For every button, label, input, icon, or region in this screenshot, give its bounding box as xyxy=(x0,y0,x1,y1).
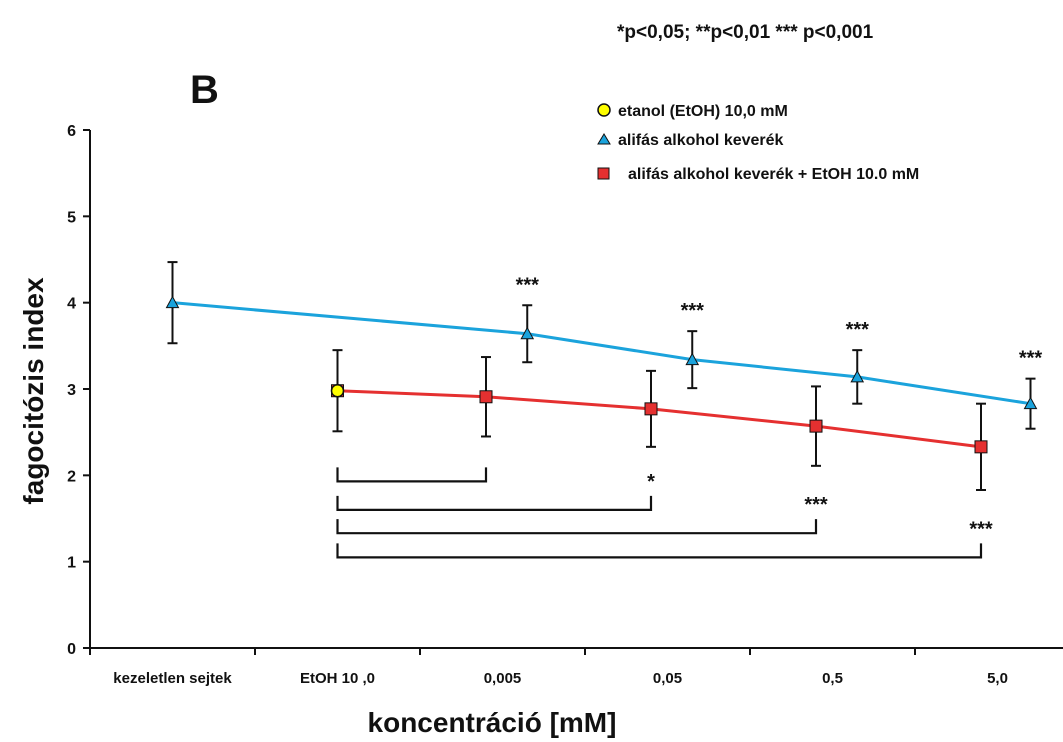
y-tick-label: 2 xyxy=(67,468,76,485)
bracket-significance: *** xyxy=(804,494,828,516)
comparison-brackets: ******* xyxy=(336,467,993,559)
x-tick-label: 5,0 xyxy=(987,670,1008,687)
bracket-significance: * xyxy=(647,471,655,493)
legend-label-aliphatic: alifás alkohol keverék xyxy=(618,132,784,149)
data-point-square xyxy=(809,419,823,433)
axes: 0 1 2 3 4 5 6 kezeletlen sejtek EtOH 10 ,0 0,005 0… xyxy=(67,123,1063,687)
legend-square-marker xyxy=(597,167,610,180)
bracket-significance: *** xyxy=(969,518,993,540)
point-significance: *** xyxy=(516,274,540,296)
legend-label-aliphatic-etoh: alifás alkohol keverék + EtOH 10.0 mM xyxy=(628,166,919,183)
series-line-aliphatic xyxy=(172,301,1031,406)
comparison-bracket xyxy=(336,519,818,535)
data-point-triangle xyxy=(165,295,180,309)
data-point-circle xyxy=(330,383,345,398)
x-tick-label: 0,5 xyxy=(822,670,843,687)
y-tick-label: 6 xyxy=(67,123,76,140)
comparison-bracket xyxy=(336,495,653,511)
y-tick-label: 5 xyxy=(67,209,76,226)
data-point-triangle xyxy=(520,326,535,340)
comparison-bracket xyxy=(336,467,488,483)
series-line-aliphatic-etoh xyxy=(337,389,982,449)
data-point-triangle xyxy=(1023,396,1038,410)
data-point-triangle xyxy=(850,369,865,383)
data-point-square xyxy=(974,440,988,454)
data-point-square xyxy=(644,402,658,416)
comparison-bracket xyxy=(336,543,983,559)
x-tick-label: EtOH 10 ,0 xyxy=(300,670,375,687)
y-tick-label: 1 xyxy=(67,555,76,572)
x-tick-label: 0,05 xyxy=(653,670,682,687)
legend-circle-marker xyxy=(597,103,611,117)
point-significance: *** xyxy=(846,319,870,341)
legend-label-ethanol: etanol (EtOH) 10,0 mM xyxy=(618,103,788,120)
panel-letter: B xyxy=(190,68,219,112)
point-significance: *** xyxy=(681,300,705,322)
legend: etanol (EtOH) 10,0 mM alifás alkohol kev… xyxy=(597,103,919,183)
x-tick-label: kezeletlen sejtek xyxy=(113,670,232,687)
legend-triangle-marker xyxy=(597,133,611,145)
x-axis-title: koncentráció [mM] xyxy=(368,707,617,738)
data-point-triangle xyxy=(685,352,700,366)
y-tick-label: 4 xyxy=(67,296,76,313)
point-significance: *** xyxy=(1019,348,1043,370)
series-layer: *** *** *** *** xyxy=(165,261,1043,492)
y-axis-title: fagocitózis index xyxy=(18,277,49,505)
x-tick-label: 0,005 xyxy=(484,670,522,687)
pvalue-note: *p<0,05; **p<0,01 *** p<0,001 xyxy=(617,22,874,43)
y-tick-label: 3 xyxy=(67,382,76,399)
data-point-square xyxy=(479,390,493,404)
y-tick-label: 0 xyxy=(67,641,76,658)
